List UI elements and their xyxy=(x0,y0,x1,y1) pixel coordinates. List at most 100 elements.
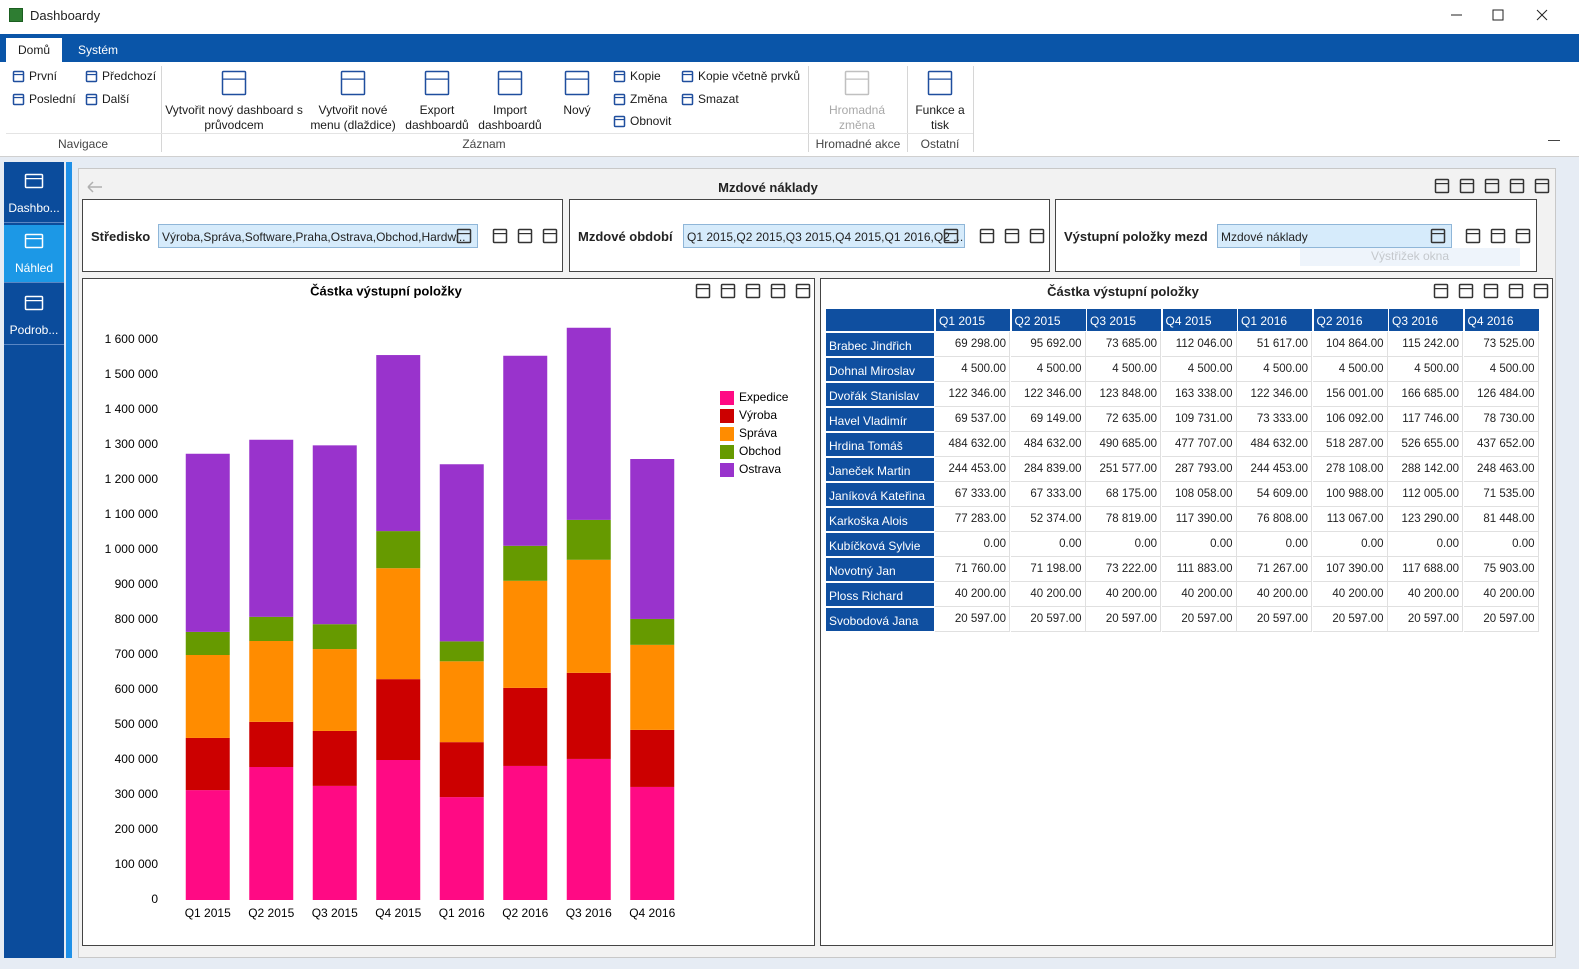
sidebar-label[interactable]: Dashbo... xyxy=(8,201,60,215)
table-cell[interactable]: 20 597.00 xyxy=(1161,607,1237,632)
table-cell[interactable]: 0.00 xyxy=(1161,532,1237,557)
icon[interactable] xyxy=(340,70,366,96)
table-cell[interactable]: 244 453.00 xyxy=(935,457,1010,482)
icon[interactable] xyxy=(517,228,533,244)
table-cell[interactable]: 117 688.00 xyxy=(1388,557,1463,582)
table-row-header[interactable]: Novotný Jan xyxy=(826,557,934,581)
table-cell[interactable]: 122 346.00 xyxy=(1010,382,1086,407)
table-cell[interactable]: 163 338.00 xyxy=(1161,382,1237,407)
icon[interactable] xyxy=(927,70,953,96)
icon[interactable] xyxy=(1508,283,1524,299)
table-cell[interactable]: 117 746.00 xyxy=(1388,407,1463,432)
table-cell[interactable]: 104 864.00 xyxy=(1312,332,1388,357)
table-row-header[interactable]: Hrdina Tomáš xyxy=(826,432,934,456)
table-cell[interactable]: 100 988.00 xyxy=(1312,482,1388,507)
sidebar-label[interactable]: Náhled xyxy=(14,261,54,275)
table-cell[interactable]: 126 484.00 xyxy=(1463,382,1539,407)
icon[interactable] xyxy=(720,283,736,299)
table-cell[interactable]: 69 537.00 xyxy=(935,407,1010,432)
table-cell[interactable]: 4 500.00 xyxy=(1388,357,1463,382)
icon[interactable] xyxy=(492,228,508,244)
icon[interactable] xyxy=(456,228,472,244)
table-cell[interactable]: 0.00 xyxy=(1463,532,1539,557)
table-cell[interactable]: 518 287.00 xyxy=(1312,432,1388,457)
table-cell[interactable]: 20 597.00 xyxy=(1237,607,1312,632)
table-cell[interactable]: 123 290.00 xyxy=(1388,507,1463,532)
icon[interactable] xyxy=(1533,283,1549,299)
ribbon-button[interactable]: Kopie xyxy=(630,69,661,83)
icon[interactable] xyxy=(613,70,626,83)
icon[interactable] xyxy=(1004,228,1020,244)
icon[interactable] xyxy=(695,283,711,299)
icon[interactable] xyxy=(85,93,98,106)
table-cell[interactable]: 0.00 xyxy=(1388,532,1463,557)
table-cell[interactable]: 122 346.00 xyxy=(935,382,1010,407)
table-cell[interactable]: 490 685.00 xyxy=(1086,432,1161,457)
icon[interactable] xyxy=(1483,283,1499,299)
icon[interactable] xyxy=(1458,283,1474,299)
table-cell[interactable]: 484 632.00 xyxy=(1237,432,1312,457)
icon[interactable] xyxy=(1433,283,1449,299)
icon[interactable] xyxy=(681,70,694,83)
collapse-ribbon[interactable] xyxy=(1548,140,1560,150)
table-cell[interactable]: 248 463.00 xyxy=(1463,457,1539,482)
table-cell[interactable]: 284 839.00 xyxy=(1010,457,1086,482)
table-cell[interactable]: 123 848.00 xyxy=(1086,382,1161,407)
icon[interactable] xyxy=(497,70,523,96)
table-cell[interactable]: 40 200.00 xyxy=(1312,582,1388,607)
table-cell[interactable]: 73 222.00 xyxy=(1086,557,1161,582)
table-cell[interactable]: 4 500.00 xyxy=(1086,357,1161,382)
ribbon-tab[interactable]: Systém xyxy=(77,43,118,57)
table-cell[interactable]: 0.00 xyxy=(935,532,1010,557)
table-cell[interactable]: 20 597.00 xyxy=(1010,607,1086,632)
table-cell[interactable]: 251 577.00 xyxy=(1086,457,1161,482)
table-cell[interactable]: 52 374.00 xyxy=(1010,507,1086,532)
table-cell[interactable]: 287 793.00 xyxy=(1161,457,1237,482)
table-cell[interactable]: 20 597.00 xyxy=(1086,607,1161,632)
filter-input[interactable]: Výroba,Správa,Software,Praha,Ostrava,Obc… xyxy=(158,224,478,248)
table-cell[interactable]: 0.00 xyxy=(1312,532,1388,557)
ribbon-button[interactable]: Poslední xyxy=(29,92,76,106)
icon[interactable] xyxy=(681,93,694,106)
icon[interactable] xyxy=(221,70,247,96)
table-cell[interactable]: 71 267.00 xyxy=(1237,557,1312,582)
table-cell[interactable]: 0.00 xyxy=(1010,532,1086,557)
ribbon-button[interactable]: Vytvořit nový dashboard s průvodcem xyxy=(165,103,303,132)
window-controls[interactable] xyxy=(1440,0,1560,30)
table-cell[interactable]: 95 692.00 xyxy=(1010,332,1086,357)
table-cell[interactable]: 54 609.00 xyxy=(1237,482,1312,507)
ribbon-button[interactable]: Funkce a tisk xyxy=(915,103,965,132)
ribbon-button[interactable]: Smazat xyxy=(698,92,739,106)
table-cell[interactable]: 4 500.00 xyxy=(1312,357,1388,382)
icon[interactable] xyxy=(1430,228,1446,244)
table-cell[interactable]: 20 597.00 xyxy=(1312,607,1388,632)
table-cell[interactable]: 106 092.00 xyxy=(1312,407,1388,432)
table-cell[interactable]: 111 883.00 xyxy=(1161,557,1237,582)
ribbon-button[interactable]: První xyxy=(29,69,58,83)
icon[interactable] xyxy=(613,93,626,106)
icon[interactable] xyxy=(1465,228,1481,244)
table-cell[interactable]: 40 200.00 xyxy=(1161,582,1237,607)
table-cell[interactable]: 117 390.00 xyxy=(1161,507,1237,532)
table-cell[interactable]: 477 707.00 xyxy=(1161,432,1237,457)
ribbon-button[interactable]: Nový xyxy=(563,103,591,117)
table-cell[interactable]: 76 808.00 xyxy=(1237,507,1312,532)
table-cell[interactable]: 68 175.00 xyxy=(1086,482,1161,507)
table-cell[interactable]: 40 200.00 xyxy=(1237,582,1312,607)
table-cell[interactable]: 71 198.00 xyxy=(1010,557,1086,582)
table-cell[interactable]: 526 655.00 xyxy=(1388,432,1463,457)
table-cell[interactable]: 78 819.00 xyxy=(1086,507,1161,532)
table-cell[interactable]: 278 108.00 xyxy=(1312,457,1388,482)
icon[interactable] xyxy=(12,70,25,83)
ribbon-button[interactable]: Import dashboardů xyxy=(478,103,542,132)
icon[interactable] xyxy=(613,115,626,128)
table-cell[interactable]: 78 730.00 xyxy=(1463,407,1539,432)
ribbon-button[interactable]: Další xyxy=(102,92,130,106)
table-row-header[interactable]: Dvořák Stanislav xyxy=(826,382,934,406)
table-cell[interactable]: 51 617.00 xyxy=(1237,332,1312,357)
table-cell[interactable]: 4 500.00 xyxy=(935,357,1010,382)
table-row-header[interactable]: Karkoška Alois xyxy=(826,507,934,531)
table-row-header[interactable]: Janíková Kateřina xyxy=(826,482,934,506)
icon[interactable] xyxy=(1515,228,1531,244)
table-row-header[interactable]: Ploss Richard xyxy=(826,582,934,606)
